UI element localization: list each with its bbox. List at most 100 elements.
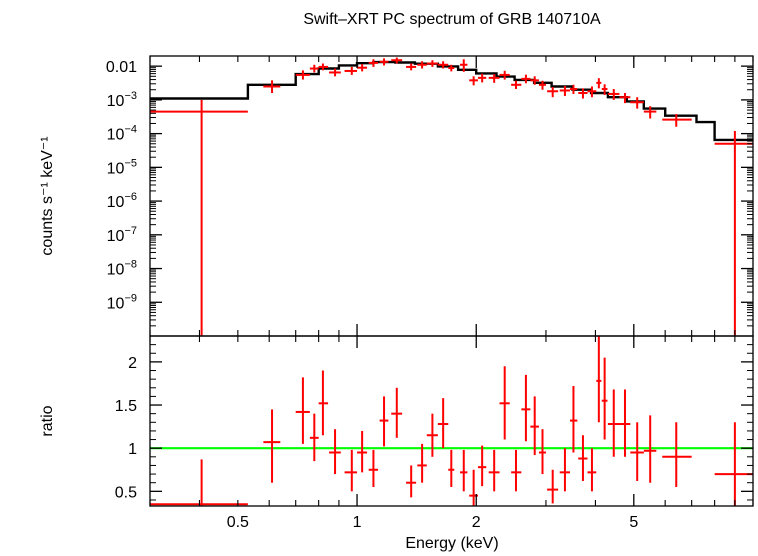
y-tick-label-base: 10: [107, 160, 125, 177]
y-tick-label-exponent: −6: [124, 191, 137, 203]
ratio-points-group: [150, 336, 753, 506]
ratio-point: [559, 448, 570, 492]
data-point: [426, 60, 438, 67]
spectrum-y-axis-label: counts s⁻¹ keV⁻¹: [39, 136, 56, 255]
data-point: [344, 66, 358, 75]
data-point: [630, 97, 644, 109]
data-point: [150, 99, 248, 336]
ratio-point: [318, 370, 329, 436]
data-point: [538, 80, 546, 90]
y-tick-label-base: 10: [107, 262, 125, 279]
x-tick-label: 1: [353, 514, 362, 531]
ratio-point: [511, 449, 522, 492]
model-curve-group: [150, 60, 753, 142]
x-tick-label: 5: [629, 514, 638, 531]
ratio-y-tick-label: 1: [128, 441, 137, 458]
ratio-point: [417, 443, 427, 483]
data-point: [643, 106, 657, 119]
data-point: [559, 85, 570, 97]
y-tick-label: 10−4: [107, 124, 137, 144]
ratio-point: [499, 366, 510, 440]
ratio-point: [607, 389, 620, 457]
ratio-point: [391, 387, 403, 438]
data-point: [662, 114, 692, 127]
data-point: [477, 73, 487, 83]
y-tick-label-exponent: −5: [124, 157, 137, 169]
data-point: [391, 57, 403, 64]
data-point: [547, 87, 559, 98]
ratio-point: [569, 386, 578, 453]
data-point: [530, 76, 539, 85]
model-curve: [150, 60, 753, 142]
data-point: [448, 64, 455, 72]
ratio-point: [488, 449, 500, 492]
ratio-point: [578, 435, 588, 481]
ratio-point: [547, 469, 559, 504]
ratio-point: [344, 449, 358, 492]
data-point: [329, 68, 341, 77]
ratio-point: [368, 449, 379, 488]
y-tick-label: 10−5: [107, 157, 137, 177]
data-point: [368, 59, 379, 67]
x-tick-label: 2: [472, 514, 481, 531]
ratio-point: [295, 377, 310, 444]
data-point: [379, 58, 389, 66]
ratio-y-tick-label: 1.5: [115, 398, 137, 415]
data-point: [318, 63, 329, 71]
chart-title: Swift–XRT PC spectrum of GRB 140710A: [303, 11, 601, 28]
data-point: [406, 63, 417, 71]
ratio-y-tick-label: 2: [128, 355, 137, 372]
y-tick-label-base: 10: [107, 194, 125, 211]
data-point: [511, 80, 522, 90]
data-point: [437, 61, 449, 69]
y-tick-label: 0.01: [106, 59, 137, 76]
data-point: [488, 74, 500, 83]
y-tick-label-exponent: −8: [124, 259, 137, 271]
ratio-panel-frame: [149, 335, 754, 507]
data-point: [596, 78, 602, 89]
ratio-point: [643, 415, 657, 483]
ratio-point: [309, 413, 319, 462]
ratio-y-axis-label: ratio: [39, 405, 56, 436]
data-point: [417, 61, 427, 69]
data-point: [601, 84, 608, 95]
ratio-point: [587, 448, 597, 492]
data-point: [309, 64, 319, 73]
y-tick-label: 10−3: [107, 90, 137, 110]
data-point: [263, 80, 281, 93]
y-tick-label-base: 10: [107, 93, 125, 110]
ratio-point: [601, 357, 608, 440]
ratio-point: [619, 389, 631, 457]
data-point: [578, 88, 588, 99]
ratio-panel: 0.5 1 1.5 2 0.5 1 2 5: [115, 335, 754, 531]
ratio-point: [379, 396, 389, 447]
ratio-point: [538, 429, 546, 475]
y-tick-label-exponent: −4: [124, 124, 137, 136]
data-point: [569, 84, 578, 94]
ratio-point: [596, 336, 602, 423]
ratio-point: [357, 430, 368, 473]
ratio-point: [406, 465, 417, 498]
ratio-point: [477, 445, 487, 487]
data-point: [460, 59, 468, 72]
data-point: [714, 130, 753, 336]
y-tick-label-exponent: −9: [124, 292, 137, 304]
ratio-point: [460, 449, 468, 492]
data-point: [521, 74, 531, 84]
y-tick-label-base: 10: [107, 295, 125, 312]
y-tick-label: 10−9: [107, 292, 137, 312]
ratio-point: [150, 459, 248, 506]
ratio-point: [263, 409, 281, 483]
y-tick-label-exponent: −7: [124, 225, 137, 237]
ratio-y-ticks: 0.5 1 1.5 2: [115, 344, 753, 501]
ratio-point: [530, 396, 539, 456]
data-point: [295, 70, 310, 80]
data-point: [357, 64, 368, 72]
data-point: [587, 86, 597, 98]
ratio-point: [448, 449, 455, 488]
ratio-point: [630, 422, 644, 481]
spectrum-x-ticks: [149, 56, 754, 336]
y-tick-label: 10−6: [107, 191, 137, 211]
